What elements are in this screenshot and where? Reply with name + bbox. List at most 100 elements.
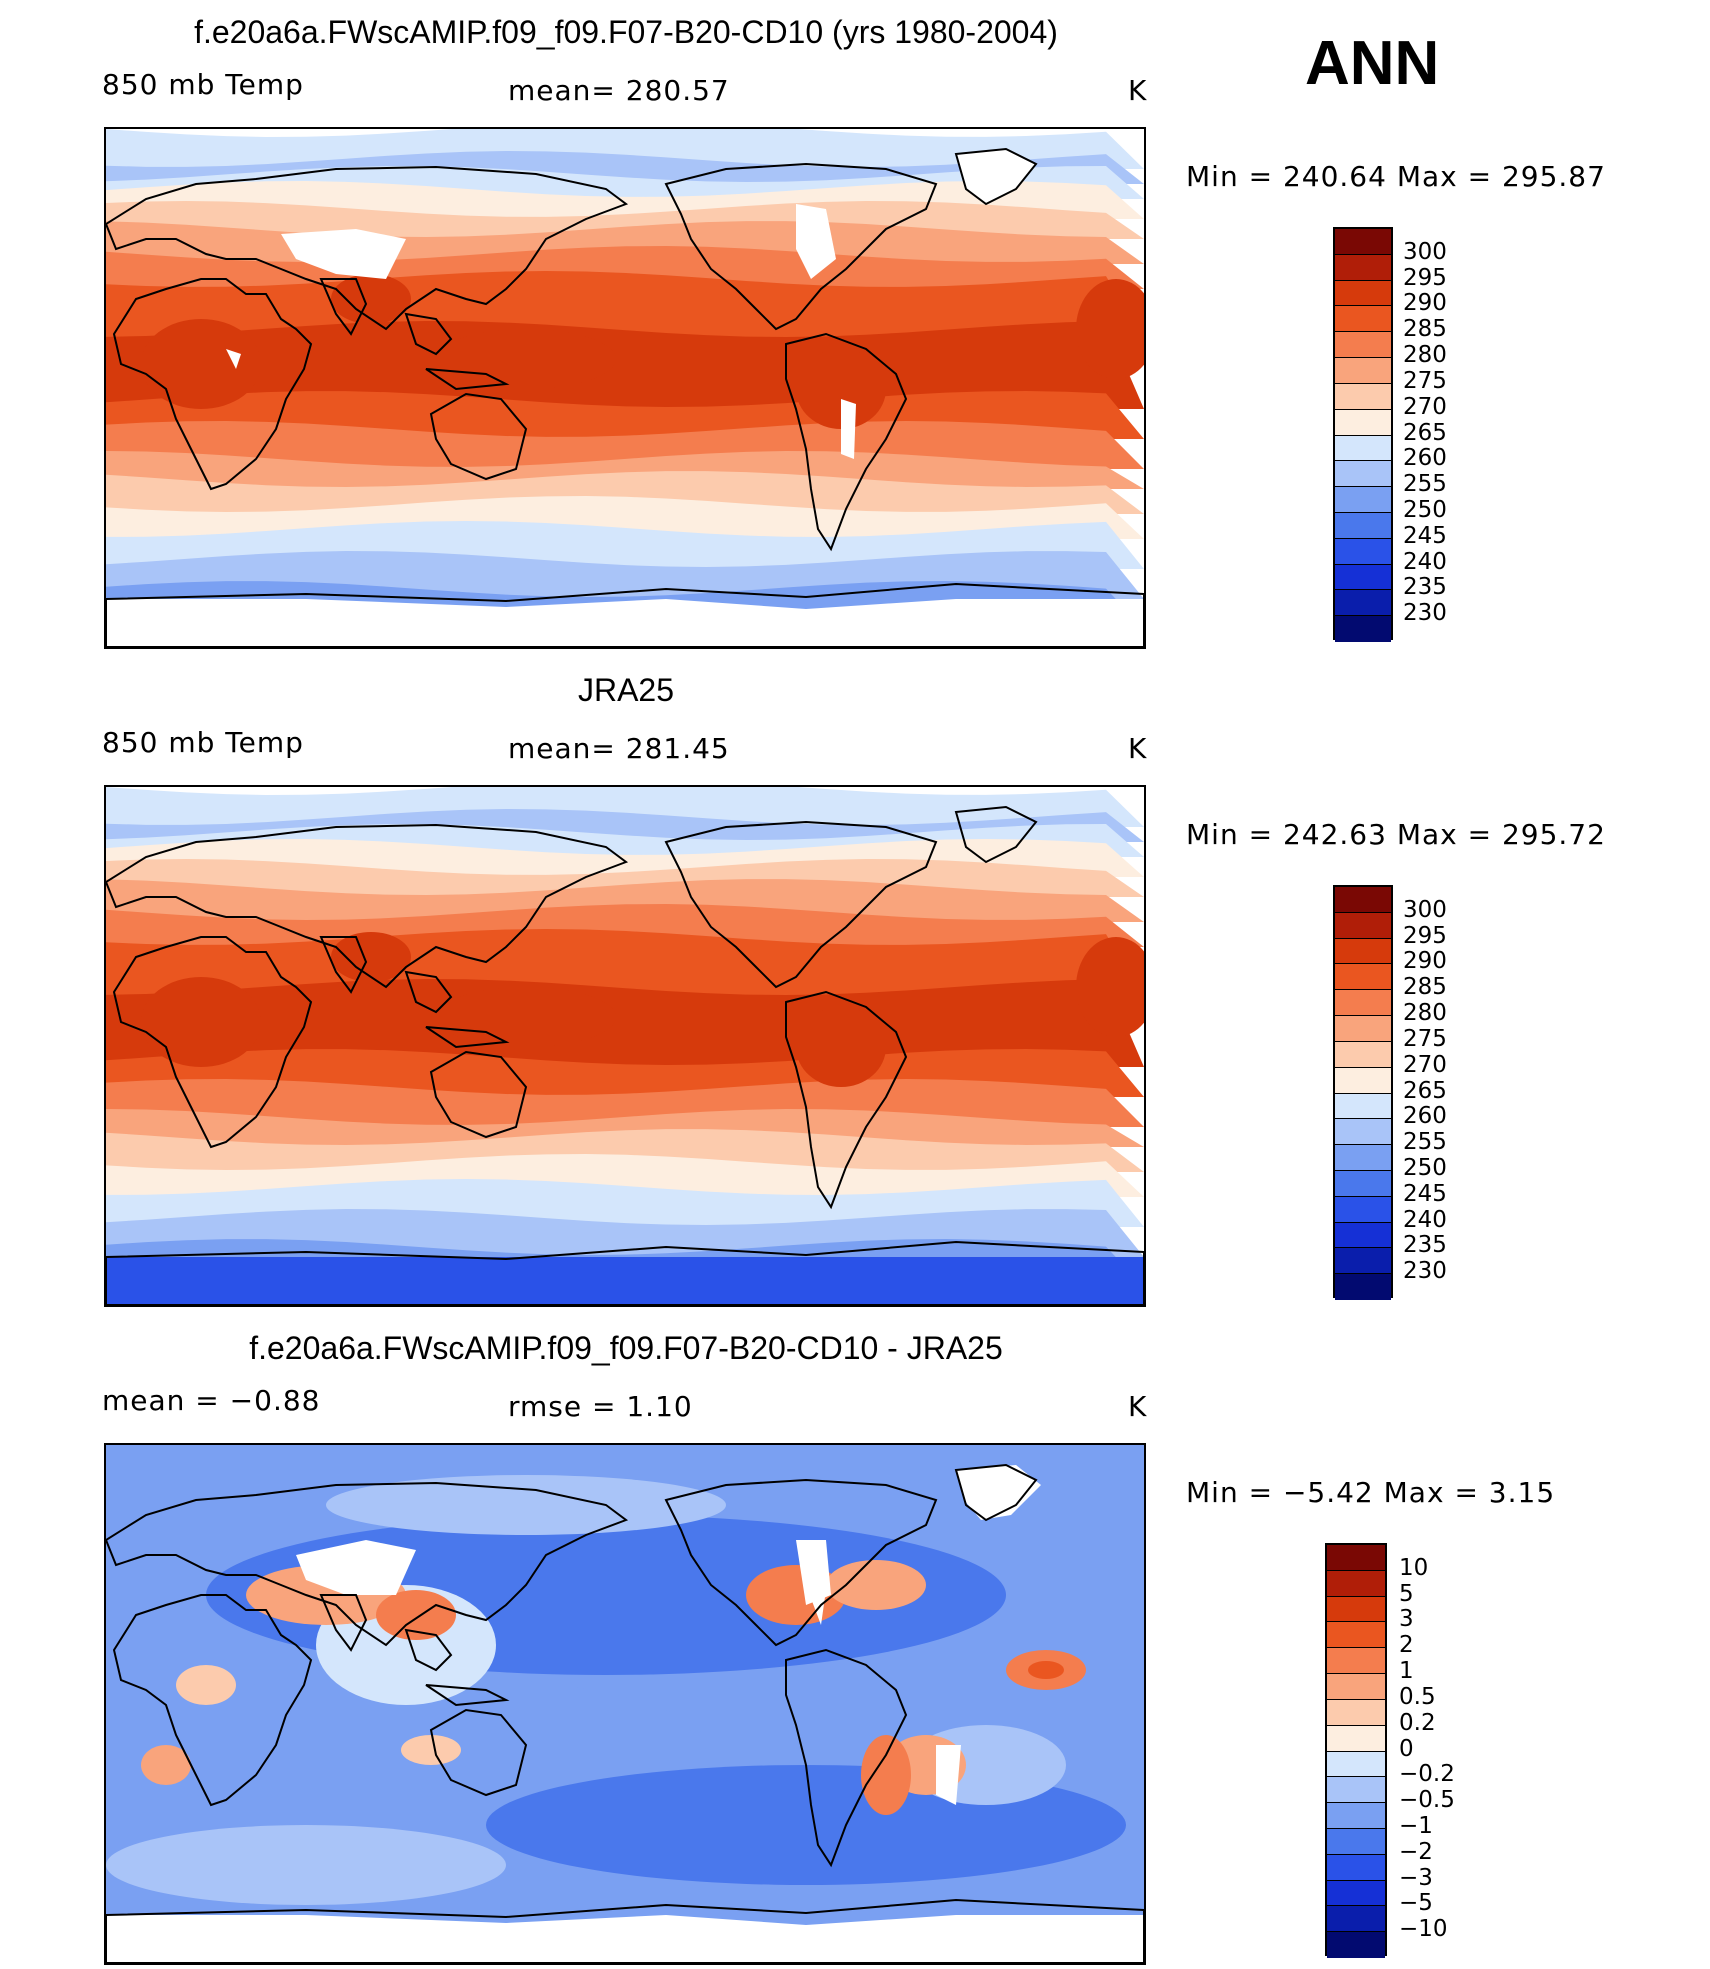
- missing-data: [806, 1585, 826, 1625]
- coastline: [664, 162, 938, 331]
- coastline: [785, 990, 908, 1210]
- colorbar-tick-label: −1: [1399, 1812, 1433, 1839]
- units-label-model: K: [1128, 74, 1148, 107]
- warm-bias-region: [1028, 1661, 1064, 1679]
- colorbar-tick-label: 300: [1403, 238, 1447, 265]
- missing-data: [106, 1915, 1144, 1963]
- mean-label-diff: mean = −0.88: [102, 1384, 321, 1417]
- field-label-model: 850 mb Temp: [102, 68, 304, 101]
- contour-field-obs: [106, 787, 1144, 1305]
- colorbar-segment: [1335, 487, 1391, 513]
- colorbar-tick-label: −0.2: [1399, 1761, 1455, 1788]
- warm-region: [436, 329, 616, 389]
- colorbar-tick-label: 0.2: [1399, 1709, 1436, 1736]
- minmax-diff: Min = −5.42 Max = 3.15: [1186, 1476, 1556, 1509]
- map-diff: [104, 1443, 1146, 1965]
- colorbar-tick-label: 255: [1403, 1129, 1447, 1156]
- colorbar-segment: [1335, 1016, 1391, 1042]
- colorbar-tick-label: 280: [1403, 1000, 1447, 1027]
- colorbar-tick-label: 270: [1403, 393, 1447, 420]
- contour-field-model: [106, 129, 1144, 647]
- rmse-label-diff: rmse = 1.10: [508, 1390, 693, 1423]
- contour-field-diff: [106, 1445, 1144, 1963]
- season-label: ANN: [1305, 29, 1440, 98]
- warm-bias-region: [826, 1560, 926, 1610]
- colorbar-segment: [1327, 1828, 1385, 1855]
- warm-region: [141, 977, 261, 1067]
- field-label-obs: 850 mb Temp: [102, 726, 304, 759]
- colorbar-tick-label: 275: [1403, 1025, 1447, 1052]
- coastline: [112, 278, 313, 491]
- missing-data: [226, 349, 241, 369]
- colorbar-tick-label: −3: [1399, 1864, 1433, 1891]
- colorbar-segment: [1327, 1622, 1385, 1649]
- colorbar-segment: [1335, 254, 1391, 281]
- coastline: [429, 1050, 528, 1139]
- coastline: [954, 1463, 1038, 1522]
- colorbar-segment: [1335, 887, 1391, 913]
- missing-data: [796, 204, 836, 279]
- colorbar-tick-label: 285: [1403, 974, 1447, 1001]
- colorbar-tick-label: 265: [1403, 1077, 1447, 1104]
- colorbar-tick-label: 240: [1403, 1206, 1447, 1233]
- warm-region: [141, 319, 261, 409]
- coastline: [112, 936, 313, 1149]
- colorbar-tick-label: 1: [1399, 1658, 1414, 1685]
- colorbar-segment: [1327, 1906, 1385, 1933]
- colorbar-segment: [1335, 229, 1391, 255]
- colorbar-segment: [1335, 306, 1391, 333]
- coastline: [106, 1898, 1144, 1963]
- colorbar-tick-label: 270: [1403, 1051, 1447, 1078]
- coastline: [319, 278, 368, 336]
- colorbar-segment: [1335, 1248, 1391, 1275]
- colorbar-segment: [1335, 590, 1391, 617]
- colorbar-segment: [1327, 1751, 1385, 1778]
- map-model: [104, 127, 1146, 649]
- warm-bias-region: [861, 1735, 911, 1815]
- missing-data: [956, 149, 1036, 204]
- colorbar-segment: [1335, 1170, 1391, 1197]
- missing-data: [936, 1745, 961, 1805]
- colorbar-segment: [1335, 409, 1391, 436]
- coastline: [429, 392, 528, 481]
- colorbar-segment: [1335, 938, 1391, 965]
- coastline: [106, 1481, 629, 1647]
- coastline: [404, 970, 510, 1049]
- colorbar-tick-label: −0.5: [1399, 1787, 1455, 1814]
- colorbar-tick-label: 275: [1403, 367, 1447, 394]
- coastline: [106, 823, 629, 989]
- colorbar-segment: [1327, 1545, 1385, 1571]
- colorbar-segment: [1327, 1932, 1385, 1958]
- colorbar-segment: [1327, 1803, 1385, 1829]
- colorbar-segment: [1335, 538, 1391, 565]
- temperature-band: [106, 1129, 1144, 1172]
- colorbar-segment: [1335, 1067, 1391, 1094]
- colorbar-tick-label: 260: [1403, 445, 1447, 472]
- temperature-band: [106, 471, 1144, 514]
- colorbar-tick-label: 250: [1403, 1154, 1447, 1181]
- colorbar-segment: [1335, 435, 1391, 462]
- colorbar-segment: [1327, 1725, 1385, 1752]
- colorbar-segment: [1335, 1196, 1391, 1223]
- colorbar-tick-label: −5: [1399, 1890, 1433, 1917]
- colorbar-tick-label: −2: [1399, 1838, 1433, 1865]
- colorbar-segment: [1335, 461, 1391, 488]
- coastline: [785, 1648, 908, 1868]
- coastline: [954, 805, 1038, 864]
- colorbar-tick-label: 235: [1403, 1232, 1447, 1259]
- warm-region: [1076, 279, 1144, 379]
- colorbar-tick-label: 245: [1403, 522, 1447, 549]
- missing-data: [841, 399, 856, 459]
- panel-title-obs: JRA25: [577, 672, 675, 708]
- warm-bias-region: [176, 1665, 236, 1705]
- colorbar-tick-label: 235: [1403, 574, 1447, 601]
- warm-bias-region: [401, 1735, 461, 1765]
- colorbar-tick-label: 0.5: [1399, 1683, 1436, 1710]
- colorbar-segment: [1327, 1596, 1385, 1623]
- minmax-model: Min = 240.64 Max = 295.87: [1186, 160, 1606, 193]
- missing-data: [106, 599, 1144, 647]
- colorbar-tick-label: −10: [1399, 1916, 1448, 1943]
- panel-title-model: f.e20a6a.FWscAMIP.f09_f09.F07-B20-CD10 (…: [194, 14, 1058, 50]
- colorbar-segment: [1335, 280, 1391, 307]
- colorbar-tick-label: 2: [1399, 1632, 1414, 1659]
